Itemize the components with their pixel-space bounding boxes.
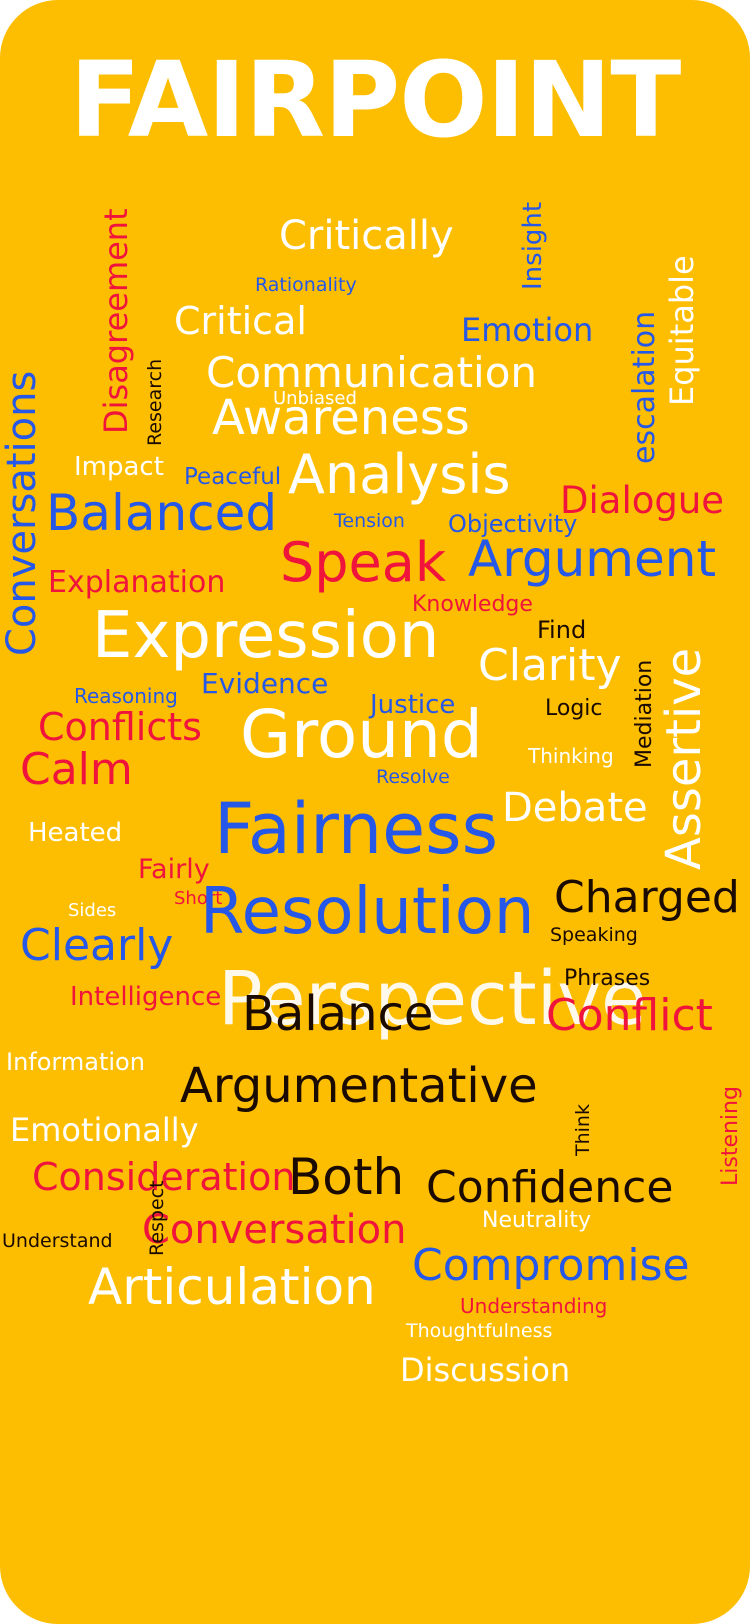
word-knowledge: Knowledge (412, 592, 533, 617)
word-insight: Insight (518, 201, 548, 290)
word-confidence: Confidence (426, 1162, 674, 1213)
word-expression: Expression (92, 599, 440, 673)
word-resolve: Resolve (376, 766, 450, 788)
word-mediation: Mediation (632, 659, 657, 768)
word-assertive: Assertive (656, 647, 712, 870)
word-conversation: Conversation (142, 1207, 407, 1253)
word-justice: Justice (370, 690, 456, 720)
word-clearly: Clearly (20, 920, 174, 971)
word-perspective: Perspective (218, 956, 647, 1042)
word-ground: Ground (240, 696, 483, 773)
word-evidence: Evidence (201, 667, 329, 700)
word-respect: Respect (146, 1180, 168, 1256)
word-analysis: Analysis (288, 443, 511, 506)
word-rationality: Rationality (255, 274, 357, 296)
word-find: Find (537, 616, 587, 644)
word-understanding: Understanding (460, 1294, 608, 1318)
word-unbiased: Unbiased (273, 388, 357, 409)
word-clarity: Clarity (478, 640, 622, 691)
word-fairly: Fairly (138, 854, 210, 885)
app-title: FAIRPOINT (69, 39, 682, 161)
word-argument: Argument (468, 530, 717, 588)
word-debate: Debate (502, 785, 648, 831)
word-dialogue: Dialogue (560, 479, 725, 522)
word-neutrality: Neutrality (482, 1208, 591, 1233)
word-short: Short (174, 888, 223, 909)
word-critical: Critical (174, 299, 307, 343)
word-balanced: Balanced (46, 484, 278, 542)
word-charged: Charged (554, 872, 740, 923)
word-listening: Listening (718, 1086, 743, 1186)
word-compromise: Compromise (412, 1240, 690, 1291)
word-calm: Calm (20, 744, 133, 795)
word-discussion: Discussion (400, 1351, 571, 1389)
word-critically: Critically (279, 213, 454, 259)
word-conversations: Conversations (0, 370, 45, 656)
word-heated: Heated (28, 818, 123, 848)
word-explanation: Explanation (48, 565, 226, 600)
word-research: Research (144, 358, 166, 446)
word-resolution: Resolution (200, 875, 535, 949)
word-awareness: Awareness (212, 390, 470, 446)
word-disagreement: Disagreement (97, 208, 135, 434)
word-conflicts: Conflicts (38, 705, 202, 749)
word-think: Think (572, 1104, 594, 1156)
word-impact: Impact (74, 452, 164, 482)
word-thoughtfulness: Thoughtfulness (406, 1320, 553, 1342)
word-fairness: Fairness (214, 788, 499, 870)
word-tension: Tension (334, 510, 405, 532)
word-equitable: Equitable (663, 255, 701, 406)
word-consideration: Consideration (32, 1155, 296, 1199)
word-sides: Sides (68, 900, 117, 921)
word-emotionally: Emotionally (10, 1111, 199, 1149)
word-information: Information (6, 1048, 145, 1076)
word-objectivity: Objectivity (448, 510, 578, 538)
word-peaceful: Peaceful (184, 464, 282, 490)
word-speak: Speak (280, 531, 447, 594)
word-argumentative: Argumentative (180, 1058, 538, 1114)
word-balance: Balance (242, 986, 434, 1042)
word-understand: Understand (2, 1230, 113, 1252)
word-emotion: Emotion (461, 311, 594, 349)
word-intelligence: Intelligence (70, 982, 222, 1012)
word-speaking: Speaking (550, 924, 638, 946)
word-reasoning: Reasoning (74, 684, 178, 708)
word-communication: Communication (206, 348, 538, 397)
word-conflict: Conflict (546, 990, 713, 1041)
word-phrases: Phrases (564, 966, 651, 991)
word-thinking: Thinking (528, 744, 614, 768)
word-logic: Logic (545, 696, 603, 721)
word-articulation: Articulation (88, 1258, 376, 1316)
word-both: Both (288, 1148, 405, 1206)
word-escalation: escalation (627, 310, 662, 464)
